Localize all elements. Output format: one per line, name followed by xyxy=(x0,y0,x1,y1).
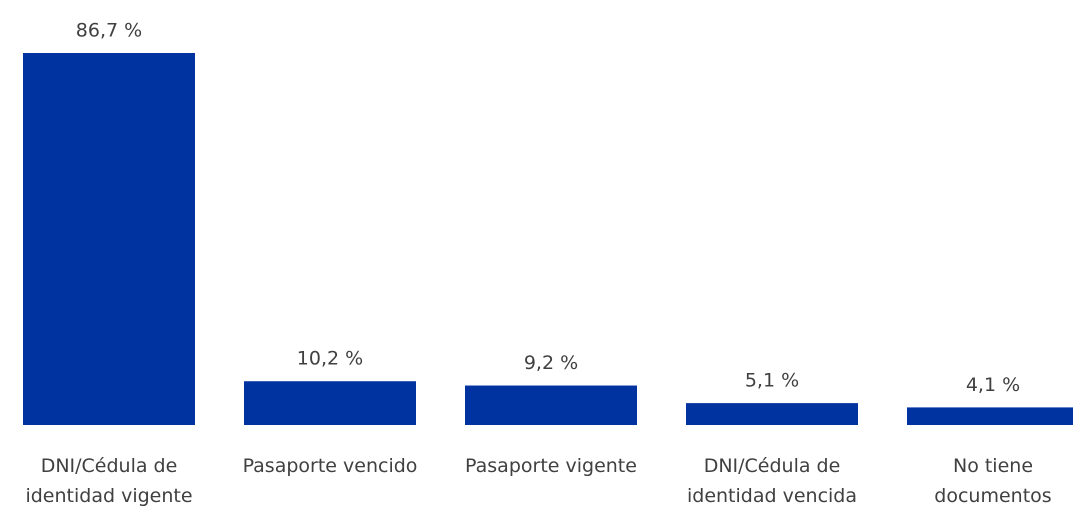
bar xyxy=(465,385,637,425)
bar xyxy=(907,407,1073,425)
x-tick-label-line: Pasaporte vencido xyxy=(243,455,418,477)
value-label: 4,1 % xyxy=(966,374,1020,396)
value-label: 5,1 % xyxy=(745,370,799,392)
x-tick-label: DNI/Cédula de identidad vigente xyxy=(25,455,192,507)
x-tick-label-line: identidad vencida xyxy=(687,485,857,507)
value-label: 86,7 % xyxy=(76,20,142,42)
value-label: 9,2 % xyxy=(524,352,578,374)
x-tick-label-line: identidad vigente xyxy=(25,485,192,507)
bar xyxy=(686,403,858,425)
x-tick-label: Pasaporte vigente xyxy=(465,455,637,477)
bar xyxy=(23,53,195,425)
x-tick-label: Pasaporte vencido xyxy=(243,455,418,477)
x-tick-label-line: Pasaporte vigente xyxy=(465,455,637,477)
x-tick-label: No tiene documentos xyxy=(934,455,1051,507)
x-tick-label-line: documentos xyxy=(934,485,1051,507)
x-tick-label-line: No tiene xyxy=(953,455,1033,477)
bar xyxy=(244,381,416,425)
value-label: 10,2 % xyxy=(297,348,363,370)
x-tick-label: DNI/Cédula de identidad vencida xyxy=(687,455,857,507)
x-tick-label-line: DNI/Cédula de xyxy=(704,455,841,477)
x-tick-label-line: DNI/Cédula de xyxy=(41,455,178,477)
